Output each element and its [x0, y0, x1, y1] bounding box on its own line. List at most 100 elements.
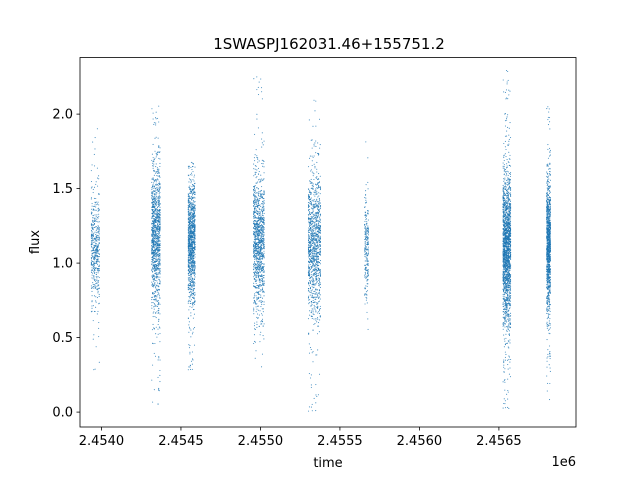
data-point	[95, 181, 97, 183]
data-point	[319, 308, 322, 310]
data-point	[318, 224, 320, 226]
data-point	[151, 232, 153, 234]
data-point	[91, 274, 93, 276]
data-point	[93, 165, 96, 167]
data-point	[318, 182, 320, 184]
data-point	[310, 271, 312, 273]
data-point	[151, 215, 154, 217]
data-point	[188, 167, 190, 169]
data-point	[158, 172, 160, 174]
data-point	[309, 222, 312, 224]
data-point	[310, 234, 312, 236]
data-point	[159, 162, 161, 164]
data-point	[318, 300, 321, 302]
data-point	[154, 241, 157, 244]
data-point	[190, 172, 193, 174]
data-point	[318, 204, 320, 206]
data-point	[258, 193, 260, 195]
data-point	[308, 269, 310, 271]
data-point	[156, 305, 159, 308]
data-point	[194, 197, 196, 199]
data-point	[308, 243, 310, 245]
data-point	[155, 181, 157, 183]
data-point	[261, 308, 263, 310]
data-point	[254, 200, 256, 202]
data-point	[193, 188, 195, 190]
data-point	[189, 366, 191, 368]
data-point	[194, 209, 196, 212]
data-point	[254, 188, 256, 190]
data-point	[91, 295, 93, 297]
data-point	[192, 243, 194, 245]
data-point	[261, 225, 263, 227]
data-point	[253, 157, 255, 159]
data-point	[311, 280, 313, 283]
data-point	[313, 242, 315, 244]
data-point	[317, 196, 319, 198]
data-point	[153, 352, 155, 354]
data-point	[152, 167, 154, 169]
data-point	[263, 203, 265, 205]
data-point	[158, 183, 160, 186]
data-point	[158, 181, 160, 183]
data-point	[98, 228, 100, 230]
data-point	[159, 176, 161, 178]
data-point	[311, 248, 313, 251]
data-point	[314, 200, 316, 202]
data-point	[93, 279, 96, 282]
data-point	[308, 242, 310, 244]
data-point	[258, 286, 260, 288]
data-point	[253, 334, 256, 336]
data-point	[263, 228, 265, 230]
data-point	[155, 295, 157, 297]
data-point	[255, 149, 257, 151]
data-point	[97, 292, 99, 294]
data-point	[190, 179, 192, 181]
data-point	[318, 325, 320, 327]
data-point	[315, 191, 317, 193]
data-point	[366, 290, 369, 292]
data-point	[156, 269, 158, 271]
data-point	[254, 233, 256, 235]
data-point	[256, 256, 258, 258]
data-point	[317, 247, 319, 249]
data-point	[151, 195, 153, 197]
data-point	[194, 231, 196, 233]
data-point	[259, 192, 261, 194]
data-point	[258, 231, 260, 233]
data-point	[263, 301, 265, 303]
data-point	[256, 169, 258, 171]
data-point	[155, 259, 157, 261]
data-point	[318, 220, 320, 222]
data-point	[263, 192, 265, 194]
data-point	[158, 227, 160, 230]
data-point	[151, 193, 154, 195]
data-point	[91, 220, 94, 222]
data-point	[312, 229, 314, 232]
data-point	[312, 225, 314, 227]
data-point	[259, 280, 261, 282]
data-point	[187, 250, 189, 252]
data-point	[157, 206, 159, 208]
data-point	[156, 153, 158, 155]
data-point	[318, 273, 320, 275]
data-point	[261, 178, 263, 180]
data-point	[190, 291, 193, 293]
data-point	[316, 215, 318, 217]
data-point	[311, 236, 313, 238]
data-point	[255, 282, 257, 285]
data-point	[151, 270, 153, 273]
data-point	[158, 246, 160, 248]
data-point	[159, 271, 161, 273]
data-point	[311, 155, 313, 157]
data-point	[190, 237, 192, 239]
data-point	[313, 264, 315, 266]
data-point	[317, 208, 319, 210]
data-point	[255, 280, 257, 282]
data-point	[189, 250, 191, 253]
data-point	[256, 224, 258, 226]
data-point	[95, 248, 97, 250]
data-point	[191, 193, 193, 195]
data-point	[311, 220, 313, 222]
data-point	[93, 261, 95, 263]
